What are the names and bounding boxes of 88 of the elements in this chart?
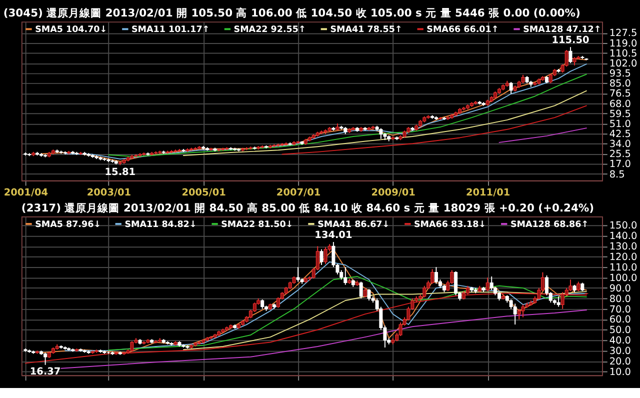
candlestick	[320, 248, 324, 266]
y-tick-label: 76.5	[609, 88, 632, 100]
candlestick	[521, 304, 525, 318]
candlestick	[422, 285, 426, 298]
legend-label: SMA5 104.70↓	[35, 25, 108, 36]
candlestick	[260, 298, 264, 310]
line-series	[182, 90, 587, 156]
candlestick	[44, 352, 48, 366]
y-tick-label: 150.0	[609, 220, 638, 232]
y-tick-label: 10.0	[609, 366, 632, 378]
candlestick	[560, 292, 564, 310]
candlestick	[486, 277, 490, 292]
y-tick-label: 17.0	[609, 159, 632, 170]
candlestick	[434, 266, 438, 284]
candlestick	[359, 281, 363, 299]
candlestick	[454, 270, 458, 296]
y-tick-label: 110.5	[609, 48, 638, 60]
candlestick	[379, 128, 383, 140]
chart-title: (2317) 還原月線圖 2013/02/01 開 84.50 高 85.00 低 84.10 收 84.60 s 元 量 18029 張 +0.20 (+0.24%)	[21, 202, 594, 215]
line-series	[60, 310, 587, 369]
x-tick-label: 2005/01	[182, 187, 226, 198]
y-tick-label: 100.0	[609, 272, 638, 284]
candlestick	[568, 46, 572, 64]
candlestick	[296, 266, 300, 282]
legend-label: SMA22 92.55↑	[234, 25, 306, 36]
candlestick	[568, 279, 572, 292]
x-tick-label: 2001/04	[4, 187, 48, 198]
x-tick-label: 2007/01	[276, 187, 321, 198]
y-tick-label: 34.0	[609, 139, 632, 150]
candlestick	[548, 73, 552, 84]
legend-label: SMA41 86.67↓	[318, 220, 390, 230]
candlestick	[367, 288, 371, 301]
legend-label: SMA11 84.82↓	[124, 220, 197, 230]
legend-label: SMA66 83.18↓	[414, 220, 486, 230]
annotation: 115.50	[552, 35, 590, 46]
annotation: 134.01	[314, 230, 352, 242]
candlestick	[564, 50, 568, 68]
legend-label: SMA5 87.96↓	[35, 220, 102, 230]
y-tick-label: 119.0	[609, 38, 638, 50]
y-tick-label: 50.0	[609, 325, 632, 336]
candlestick	[344, 266, 348, 286]
y-tick-label: 68.0	[609, 98, 632, 110]
annotation: 16.37	[30, 366, 61, 378]
y-tick-label: 110.0	[609, 262, 638, 274]
y-tick-label: 140.0	[609, 231, 638, 242]
y-tick-label: 20.0	[609, 356, 632, 368]
y-tick-label: 85.0	[609, 78, 632, 90]
y-tick-label: 102.0	[609, 58, 638, 70]
y-tick-label: 80.0	[609, 294, 632, 305]
line-series	[64, 261, 587, 352]
candlestick	[576, 281, 580, 292]
legend-label: SMA41 78.55↑	[330, 25, 402, 36]
y-tick-label: 59.5	[609, 108, 632, 120]
y-tick-label: 60.0	[609, 314, 632, 326]
annotation: 15.81	[104, 166, 136, 178]
legend-label: SMA128 47.12↑	[523, 25, 602, 36]
line-series	[182, 290, 587, 350]
y-tick-label: 130.0	[609, 242, 638, 253]
line-series	[24, 292, 587, 364]
candlestick	[324, 246, 328, 264]
line-series	[108, 74, 587, 158]
candlestick	[363, 287, 367, 298]
y-tick-label: 8.5	[609, 169, 625, 180]
chart-title: (3045) 還原月線圖 2013/02/01 開 105.50 高 106.00 低 104.50 收 105.00 s 元 量 5446 張 0.00 (0.00%)	[3, 6, 580, 20]
candlestick	[513, 303, 517, 326]
y-tick-label: 93.5	[609, 68, 632, 80]
candlestick	[556, 296, 560, 308]
x-tick-label: 2003/01	[86, 187, 132, 198]
line-series	[282, 105, 587, 155]
x-tick-label: 2009/01	[371, 187, 416, 198]
x-tick-label: 2011/01	[466, 187, 510, 198]
y-tick-label: 25.5	[609, 149, 632, 160]
line-series	[108, 276, 587, 351]
legend-label: SMA11 101.17↑	[132, 25, 210, 36]
legend-label: SMA66 66.01↑	[426, 25, 499, 36]
candlestick	[517, 308, 521, 320]
y-tick-label: 42.5	[609, 128, 632, 140]
y-tick-label: 90.0	[609, 283, 632, 294]
y-tick-label: 127.5	[609, 28, 638, 40]
legend-label: SMA22 81.50↓	[221, 220, 294, 230]
candlestick	[130, 340, 134, 352]
y-tick-label: 70.0	[609, 304, 632, 316]
y-tick-label: 40.0	[609, 336, 632, 347]
legend-label: SMA128 68.86↑	[510, 220, 589, 230]
y-tick-label: 30.0	[609, 346, 632, 358]
y-tick-label: 51.0	[609, 118, 632, 130]
candlestick	[509, 82, 513, 94]
y-tick-label: 120.0	[609, 252, 638, 264]
